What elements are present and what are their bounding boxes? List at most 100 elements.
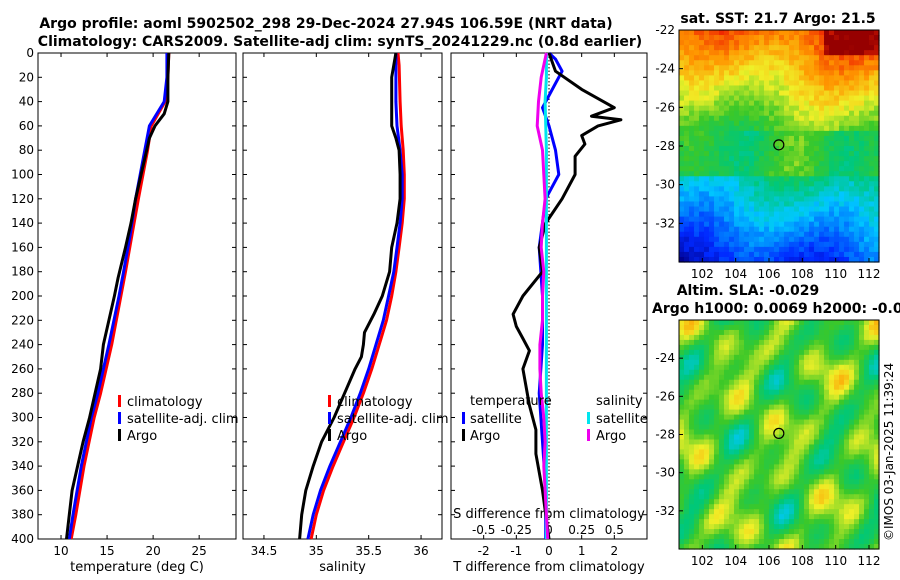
map-cell bbox=[804, 196, 810, 203]
map-cell bbox=[679, 211, 685, 218]
map-cell bbox=[779, 85, 785, 92]
map-cell bbox=[764, 146, 770, 152]
map-cell bbox=[729, 226, 735, 233]
map-cell bbox=[864, 484, 870, 490]
map-cell bbox=[799, 374, 805, 381]
map-cell bbox=[684, 211, 690, 218]
map-cell bbox=[844, 135, 850, 142]
map-cell bbox=[844, 514, 850, 520]
map-cell bbox=[824, 454, 830, 460]
map-cell bbox=[774, 221, 780, 228]
map-cell bbox=[694, 320, 700, 326]
map-cell bbox=[859, 389, 865, 396]
map-cell bbox=[814, 216, 820, 223]
map-cell bbox=[849, 161, 855, 167]
map-cell bbox=[699, 409, 705, 416]
map-cell bbox=[759, 40, 765, 46]
map-cell bbox=[764, 424, 770, 431]
map-cell bbox=[789, 246, 795, 253]
map-cell bbox=[749, 201, 755, 208]
map-cell bbox=[679, 449, 685, 456]
map-cell bbox=[774, 171, 780, 177]
map-cell bbox=[759, 130, 765, 137]
map-cell bbox=[699, 211, 705, 218]
map-cell bbox=[694, 379, 700, 386]
map-cell bbox=[679, 30, 685, 36]
map-cell bbox=[744, 434, 750, 441]
map-cell bbox=[739, 429, 745, 436]
map-cell bbox=[769, 176, 775, 182]
legend-title-temperature: temperature bbox=[470, 394, 552, 409]
map-cell bbox=[749, 221, 755, 228]
map-cell bbox=[719, 176, 725, 182]
map-cell bbox=[839, 110, 845, 117]
map-cell bbox=[739, 110, 745, 117]
map-cell bbox=[684, 439, 690, 446]
map-cell bbox=[784, 231, 790, 238]
map-cell bbox=[769, 241, 775, 248]
map-x-tick-label: 106 bbox=[758, 267, 781, 281]
map-cell bbox=[704, 65, 710, 71]
map-cell bbox=[789, 320, 795, 326]
map-cell bbox=[809, 256, 815, 263]
map-cell bbox=[769, 424, 775, 431]
map-cell bbox=[814, 151, 820, 157]
map-cell bbox=[794, 201, 800, 208]
map-cell bbox=[759, 489, 765, 495]
map-cell bbox=[834, 474, 840, 480]
map-cell bbox=[784, 75, 790, 82]
map-cell bbox=[744, 424, 750, 431]
map-cell bbox=[859, 499, 865, 505]
map-cell bbox=[694, 524, 700, 530]
map-cell bbox=[714, 514, 720, 520]
map-cell bbox=[764, 226, 770, 233]
s-tick-label: 0.25 bbox=[568, 523, 595, 537]
map-cell bbox=[864, 191, 870, 198]
map-cell bbox=[689, 339, 695, 346]
map-cell bbox=[784, 344, 790, 351]
map-cell bbox=[874, 459, 880, 465]
map-cell bbox=[684, 85, 690, 92]
map-cell bbox=[844, 60, 850, 66]
map-cell bbox=[684, 379, 690, 386]
map-cell bbox=[704, 499, 710, 505]
map-cell bbox=[839, 251, 845, 258]
map-cell bbox=[869, 216, 875, 223]
map-cell bbox=[694, 359, 700, 366]
map-cell bbox=[734, 509, 740, 515]
map-cell bbox=[739, 504, 745, 510]
map-cell bbox=[699, 344, 705, 351]
map-cell bbox=[869, 329, 875, 336]
map-cell bbox=[729, 374, 735, 381]
map-cell bbox=[809, 484, 815, 490]
map-cell bbox=[844, 231, 850, 238]
map-cell bbox=[834, 105, 840, 112]
map-cell bbox=[684, 110, 690, 117]
map-cell bbox=[789, 115, 795, 122]
map-cell bbox=[769, 100, 775, 107]
map-cell bbox=[699, 469, 705, 475]
map-cell bbox=[689, 509, 695, 515]
map-cell bbox=[834, 45, 840, 51]
map-cell bbox=[789, 344, 795, 351]
map-cell bbox=[699, 449, 705, 456]
map-cell bbox=[789, 524, 795, 530]
map-cell bbox=[704, 105, 710, 112]
map-cell bbox=[769, 256, 775, 263]
map-cell bbox=[839, 529, 845, 535]
map-cell bbox=[794, 359, 800, 366]
map-cell bbox=[699, 339, 705, 346]
map-cell bbox=[704, 221, 710, 228]
map-cell bbox=[814, 409, 820, 416]
map-cell bbox=[824, 469, 830, 475]
map-cell bbox=[804, 479, 810, 485]
map-cell bbox=[684, 161, 690, 167]
map-cell bbox=[819, 419, 825, 426]
map-cell bbox=[814, 176, 820, 182]
map-cell bbox=[724, 151, 730, 157]
map-cell bbox=[704, 120, 710, 127]
map-cell bbox=[739, 151, 745, 157]
map-cell bbox=[729, 489, 735, 495]
map-cell bbox=[754, 344, 760, 351]
map-cell bbox=[754, 449, 760, 456]
